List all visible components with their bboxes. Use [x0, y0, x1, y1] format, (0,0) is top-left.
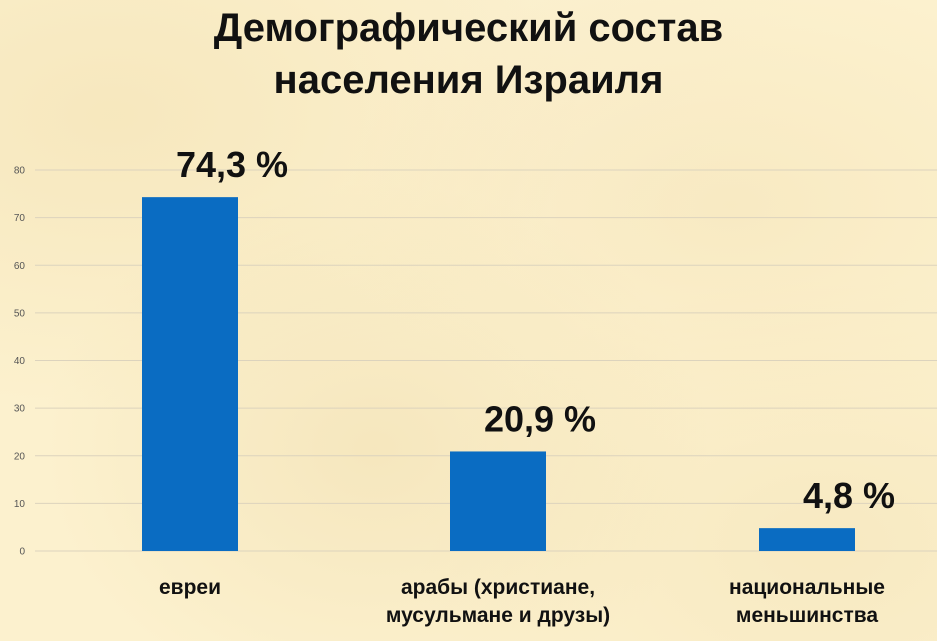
category-label: меньшинства: [736, 604, 879, 627]
bar: [759, 528, 855, 551]
category-label: арабы (христиане,: [401, 576, 595, 599]
y-tick-label: 20: [14, 451, 26, 462]
chart-title: Демографический состав населения Израиля: [0, 2, 937, 106]
bar: [142, 197, 238, 552]
y-tick-label: 0: [19, 547, 25, 558]
y-tick-label: 60: [14, 261, 26, 272]
category-label: мусульмане и друзы): [386, 604, 610, 627]
y-tick-label: 30: [14, 404, 26, 415]
category-label: национальные: [729, 576, 885, 599]
bar: [450, 451, 546, 551]
y-tick-label: 70: [14, 213, 26, 224]
category-label: евреи: [159, 576, 221, 599]
y-tick-label: 10: [14, 499, 26, 510]
y-tick-label: 80: [14, 166, 26, 177]
chart-title-line-2: населения Израиля: [273, 58, 664, 102]
data-label: 4,8 %: [803, 475, 895, 516]
y-tick-label: 50: [14, 308, 26, 319]
data-label: 74,3 %: [176, 144, 288, 185]
data-label: 20,9 %: [484, 398, 596, 439]
chart-title-line-1: Демографический состав: [213, 6, 724, 50]
y-tick-label: 40: [14, 356, 26, 367]
